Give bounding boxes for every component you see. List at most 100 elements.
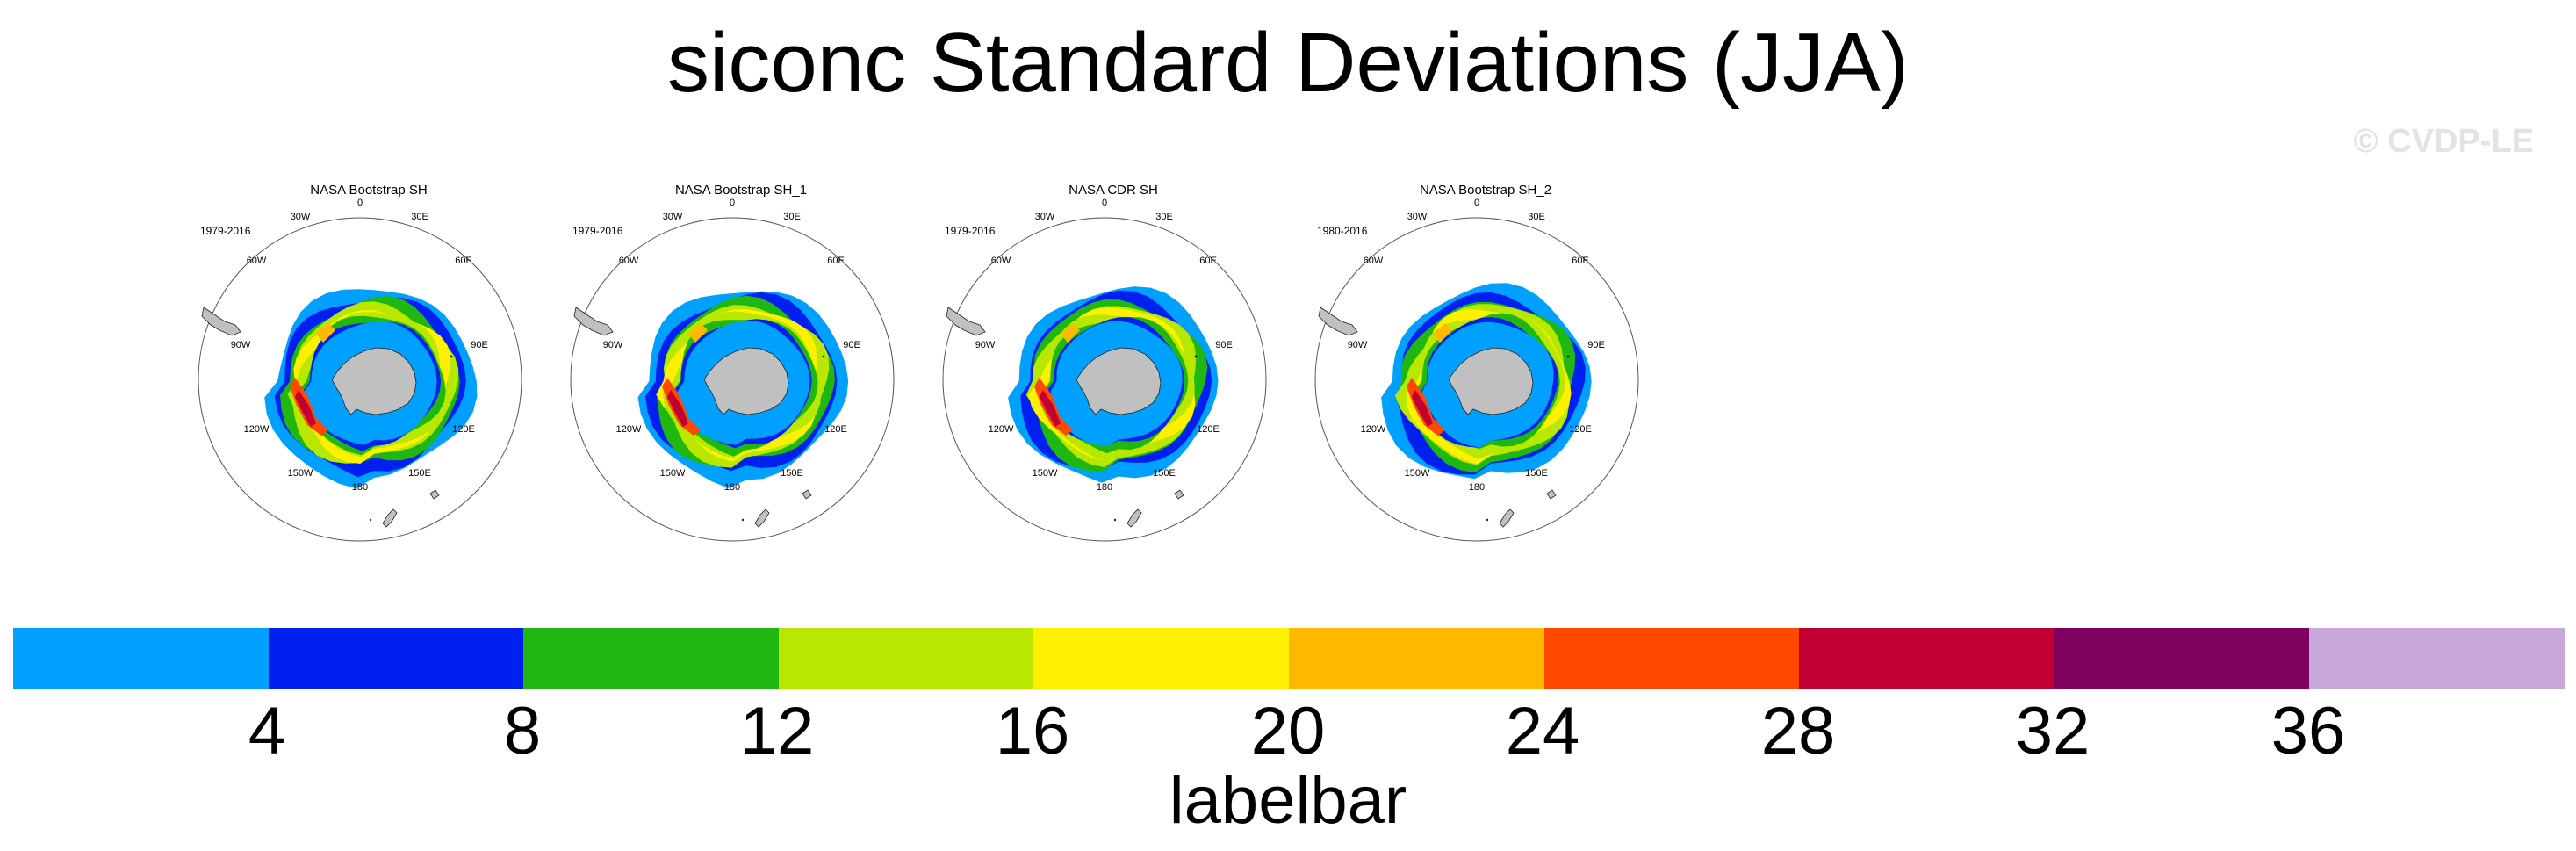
tasmania-landmass [802,489,812,500]
labelbar-tick: 4 [248,694,286,768]
tasmania-landmass [1546,489,1557,500]
siconc-high-sd-patch [688,323,708,343]
map-panel: NASA CDR SH 1979-2016 0 30E 60E 90E 120E 150E… [929,176,1298,562]
south-america-landmass [573,307,614,336]
panel-title: NASA CDR SH [1069,183,1158,198]
island-marker [741,518,745,522]
longitude-label: 60W [1364,256,1384,266]
longitude-label: 30E [1155,212,1173,222]
new-zealand-landmass [1499,508,1515,528]
labelbar-box [1288,628,1544,689]
polar-map: 0 30E 60E 90E 120E 150E 180 150W 120W 90W 60W 30W [1314,198,1639,542]
longitude-label: 120E [1569,424,1592,435]
labelbar-box [2309,628,2565,689]
map-panel: NASA Bootstrap SH_2 1980-2016 0 30E 60E 90E… [1301,176,1670,562]
panel-period: 1979-2016 [945,225,996,237]
island-marker [369,518,372,522]
longitude-label: 120W [244,424,270,435]
labelbar-box [778,628,1034,689]
longitude-label: 180 [724,482,740,493]
panel-period: 1979-2016 [200,225,251,237]
color-labelbar [12,627,2565,690]
longitude-label: 150W [1405,468,1430,479]
siconc-high-sd-patch [1412,390,1433,427]
labelbar-tick: 16 [995,694,1070,768]
labelbar-tick: 24 [1505,694,1580,768]
labelbar-box [2054,628,2310,689]
longitude-label: 30W [1035,212,1055,222]
polar-map: 0 30E 60E 90E 120E 150E 180 150W 120W 90W 60W 30W [570,198,895,542]
longitude-label: 120W [616,424,642,435]
longitude-label: 60E [827,256,845,266]
polar-map: 0 30E 60E 90E 120E 150E 180 150W 120W 90W 60W 30W [942,198,1267,542]
longitude-label: 150E [1525,468,1548,479]
longitude-label: 150E [781,468,803,479]
antarctica-landmass [703,347,789,415]
longitude-label: 120W [1361,424,1386,435]
island-marker [1194,355,1198,358]
longitude-label: 150W [288,468,313,479]
longitude-label: 180 [1097,482,1112,493]
longitude-label: 150W [660,468,686,479]
longitude-label: 90W [603,340,623,350]
labelbar-box [1033,628,1289,689]
labelbar-box [523,628,779,689]
longitude-label: 30W [291,212,311,222]
longitude-label: 30E [783,212,801,222]
watermark: © CVDP-LE [2353,123,2534,160]
labelbar-tick: 12 [739,694,815,768]
figure-title: siconc Standard Deviations (JJA) [667,16,1909,110]
siconc-high-sd-patch [667,390,688,427]
siconc-high-sd-patch [1433,323,1452,343]
south-america-landmass [1318,307,1358,336]
panel-title: NASA Bootstrap SH_2 [1419,183,1552,198]
longitude-label: 180 [352,482,368,493]
longitude-label: 0 [1102,198,1107,208]
island-marker [1113,518,1117,522]
longitude-label: 0 [1474,198,1479,208]
longitude-label: 180 [1469,482,1485,493]
longitude-label: 90W [231,340,251,350]
longitude-label: 90E [1587,340,1605,350]
panel-period: 1980-2016 [1317,225,1368,237]
longitude-label: 30E [1528,212,1545,222]
island-marker [1486,518,1489,522]
labelbar-box [1543,628,1800,689]
labelbar-tick: 20 [1250,694,1326,768]
longitude-label: 60W [619,256,639,266]
longitude-label: 120W [989,424,1014,435]
longitude-label: 30W [663,212,683,222]
antarctica-landmass [331,347,417,415]
longitude-label: 60E [455,256,472,266]
labelbar-tick: 8 [503,694,542,768]
longitude-label: 90W [975,340,996,350]
longitude-label: 120E [1197,424,1220,435]
longitude-label: 60W [247,256,267,266]
longitude-label: 0 [357,198,363,208]
labelbar-title: labelbar [1169,763,1407,838]
map-panel: NASA Bootstrap SH_1 1979-2016 0 30E 60E 90E… [557,176,925,562]
longitude-label: 60W [991,256,1011,266]
island-marker [450,355,453,358]
island-marker [822,355,825,358]
siconc-high-sd-patch [1061,323,1080,343]
longitude-label: 150E [408,468,431,479]
longitude-label: 90W [1348,340,1368,350]
new-zealand-landmass [1126,508,1142,528]
siconc-high-sd-patch [1040,390,1061,427]
panel-title: NASA Bootstrap SH [310,183,428,198]
new-zealand-landmass [382,508,398,528]
south-america-landmass [946,307,986,336]
south-america-landmass [201,307,241,336]
longitude-label: 0 [730,198,735,208]
longitude-label: 150E [1153,468,1176,479]
labelbar-box [268,628,524,689]
longitude-label: 150W [1033,468,1058,479]
labelbar-tick: 28 [1760,694,1836,768]
antarctica-landmass [1076,347,1162,415]
tasmania-landmass [1174,489,1184,500]
siconc-high-sd-patch [295,390,316,427]
longitude-label: 90E [843,340,860,350]
longitude-label: 90E [471,340,488,350]
siconc-high-sd-patch [316,323,335,343]
